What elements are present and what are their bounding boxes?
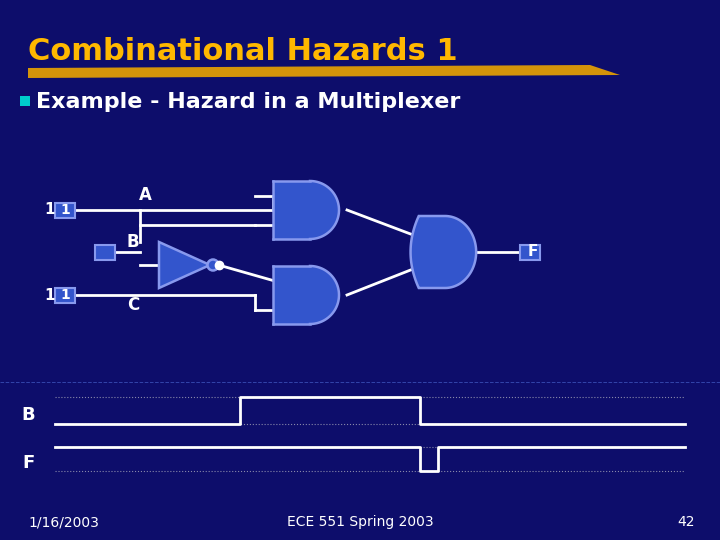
Text: ECE 551 Spring 2003: ECE 551 Spring 2003 (287, 515, 433, 529)
Polygon shape (410, 216, 476, 288)
Text: A: A (138, 186, 151, 204)
Bar (55, 287, 75, 302)
Polygon shape (28, 65, 620, 78)
Bar (20, 96, 30, 106)
Text: B: B (21, 406, 35, 424)
Text: Combinational Hazards 1: Combinational Hazards 1 (28, 37, 458, 66)
Bar (273, 181, 310, 239)
Text: 42: 42 (678, 515, 695, 529)
Circle shape (207, 260, 218, 271)
Text: F: F (528, 245, 538, 260)
Text: 1: 1 (45, 287, 55, 302)
Bar (520, 245, 540, 260)
Text: B: B (127, 233, 139, 251)
Text: 1: 1 (60, 288, 70, 302)
Text: 1: 1 (60, 203, 70, 217)
Text: Example - Hazard in a Multiplexer: Example - Hazard in a Multiplexer (36, 92, 460, 112)
Polygon shape (159, 242, 210, 288)
Bar (55, 202, 75, 218)
Text: 1: 1 (45, 202, 55, 218)
Text: F: F (22, 454, 34, 472)
Bar (273, 266, 310, 324)
Text: C: C (127, 296, 139, 314)
Wedge shape (310, 181, 339, 239)
Text: 1/16/2003: 1/16/2003 (28, 515, 99, 529)
Bar (95, 245, 115, 260)
Wedge shape (310, 266, 339, 324)
